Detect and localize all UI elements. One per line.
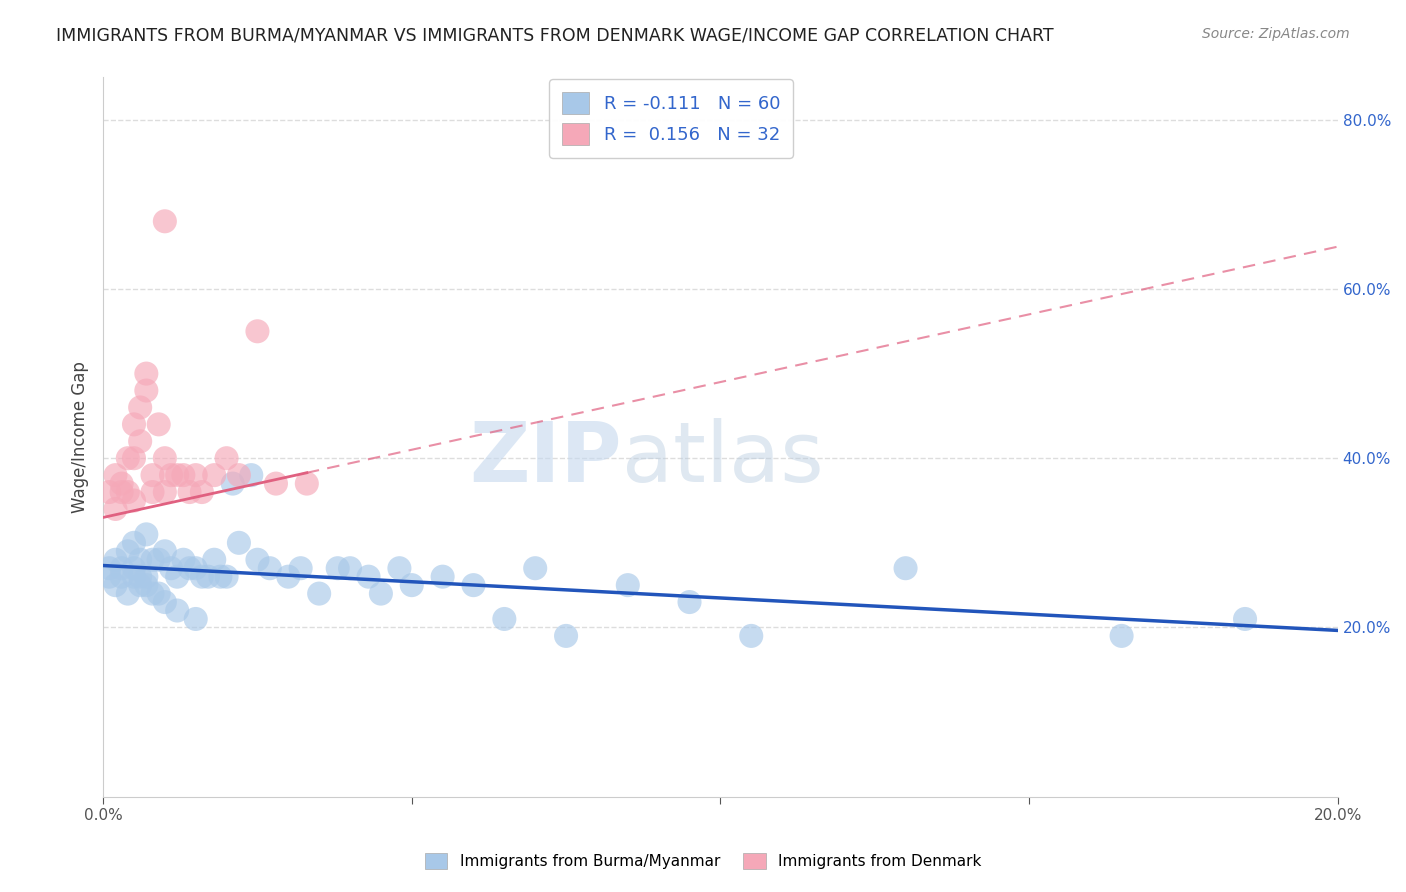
- Point: [240, 468, 263, 483]
- Point: [184, 612, 207, 626]
- Point: [117, 485, 139, 500]
- Point: [166, 603, 188, 617]
- Point: [148, 553, 170, 567]
- Point: [326, 561, 349, 575]
- Text: atlas: atlas: [621, 418, 824, 500]
- Point: [524, 561, 547, 575]
- Point: [494, 612, 516, 626]
- Point: [202, 468, 225, 483]
- Text: IMMIGRANTS FROM BURMA/MYANMAR VS IMMIGRANTS FROM DENMARK WAGE/INCOME GAP CORRELA: IMMIGRANTS FROM BURMA/MYANMAR VS IMMIGRA…: [56, 27, 1054, 45]
- Point: [135, 569, 157, 583]
- Point: [357, 569, 380, 583]
- Point: [370, 586, 392, 600]
- Point: [246, 324, 269, 338]
- Point: [122, 417, 145, 432]
- Point: [141, 586, 163, 600]
- Text: ZIP: ZIP: [470, 418, 621, 500]
- Point: [104, 502, 127, 516]
- Point: [172, 468, 194, 483]
- Point: [141, 485, 163, 500]
- Point: [191, 485, 214, 500]
- Point: [111, 561, 134, 575]
- Point: [148, 586, 170, 600]
- Point: [295, 476, 318, 491]
- Point: [277, 569, 299, 583]
- Point: [166, 468, 188, 483]
- Legend: R = -0.111   N = 60, R =  0.156   N = 32: R = -0.111 N = 60, R = 0.156 N = 32: [550, 79, 793, 158]
- Point: [555, 629, 578, 643]
- Point: [111, 476, 134, 491]
- Point: [122, 493, 145, 508]
- Point: [184, 468, 207, 483]
- Point: [129, 401, 152, 415]
- Point: [98, 485, 121, 500]
- Point: [104, 468, 127, 483]
- Point: [117, 451, 139, 466]
- Point: [191, 569, 214, 583]
- Point: [740, 629, 762, 643]
- Point: [122, 561, 145, 575]
- Point: [153, 485, 176, 500]
- Point: [135, 527, 157, 541]
- Point: [111, 569, 134, 583]
- Point: [117, 586, 139, 600]
- Point: [122, 451, 145, 466]
- Point: [184, 561, 207, 575]
- Legend: Immigrants from Burma/Myanmar, Immigrants from Denmark: Immigrants from Burma/Myanmar, Immigrant…: [419, 847, 987, 875]
- Point: [388, 561, 411, 575]
- Point: [678, 595, 700, 609]
- Point: [228, 468, 250, 483]
- Point: [209, 569, 232, 583]
- Point: [228, 536, 250, 550]
- Point: [141, 468, 163, 483]
- Point: [104, 578, 127, 592]
- Point: [617, 578, 640, 592]
- Text: Source: ZipAtlas.com: Source: ZipAtlas.com: [1202, 27, 1350, 41]
- Y-axis label: Wage/Income Gap: Wage/Income Gap: [72, 361, 89, 513]
- Point: [153, 595, 176, 609]
- Point: [264, 476, 287, 491]
- Point: [98, 561, 121, 575]
- Point: [129, 553, 152, 567]
- Point: [432, 569, 454, 583]
- Point: [148, 417, 170, 432]
- Point: [122, 536, 145, 550]
- Point: [129, 434, 152, 449]
- Point: [129, 569, 152, 583]
- Point: [135, 578, 157, 592]
- Point: [308, 586, 330, 600]
- Point: [259, 561, 281, 575]
- Point: [202, 553, 225, 567]
- Point: [1111, 629, 1133, 643]
- Point: [160, 561, 183, 575]
- Point: [172, 553, 194, 567]
- Point: [246, 553, 269, 567]
- Point: [290, 561, 312, 575]
- Point: [463, 578, 485, 592]
- Point: [339, 561, 361, 575]
- Point: [153, 214, 176, 228]
- Point: [135, 367, 157, 381]
- Point: [894, 561, 917, 575]
- Point: [104, 553, 127, 567]
- Point: [153, 544, 176, 558]
- Point: [153, 451, 176, 466]
- Point: [179, 561, 201, 575]
- Point: [197, 569, 219, 583]
- Point: [160, 468, 183, 483]
- Point: [98, 569, 121, 583]
- Point: [129, 578, 152, 592]
- Point: [1234, 612, 1257, 626]
- Point: [111, 485, 134, 500]
- Point: [141, 553, 163, 567]
- Point: [401, 578, 423, 592]
- Point: [179, 485, 201, 500]
- Point: [117, 544, 139, 558]
- Point: [215, 451, 238, 466]
- Point: [222, 476, 245, 491]
- Point: [215, 569, 238, 583]
- Point: [166, 569, 188, 583]
- Point: [135, 384, 157, 398]
- Point: [122, 569, 145, 583]
